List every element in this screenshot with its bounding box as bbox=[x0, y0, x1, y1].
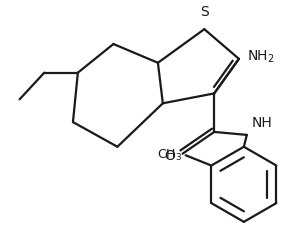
Text: NH: NH bbox=[252, 116, 272, 130]
Text: NH$_2$: NH$_2$ bbox=[247, 49, 274, 65]
Text: CH$_3$: CH$_3$ bbox=[157, 148, 182, 163]
Text: O: O bbox=[164, 149, 175, 163]
Text: S: S bbox=[200, 5, 209, 19]
